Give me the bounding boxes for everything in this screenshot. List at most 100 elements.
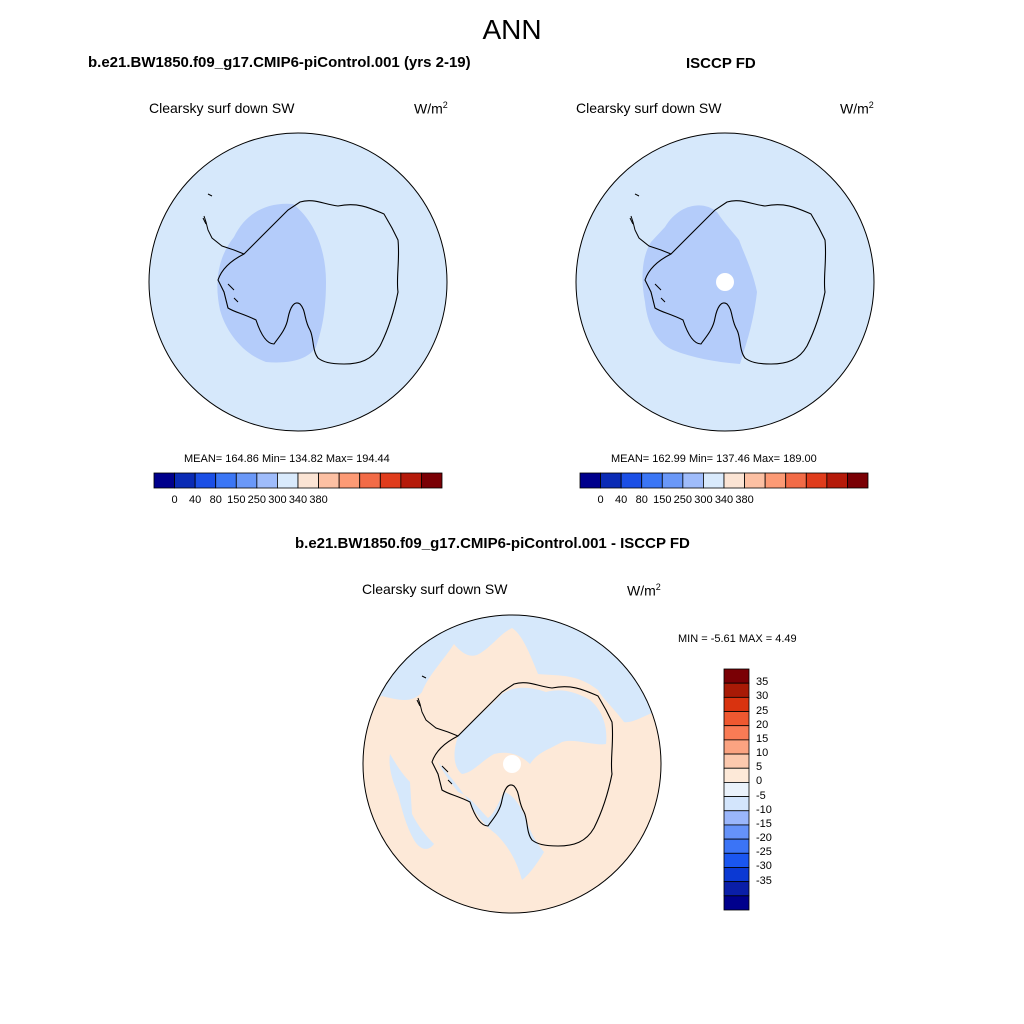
panel-3-island-marks: [416, 675, 453, 785]
panel-1-units: W/m2: [414, 100, 448, 117]
panel-3-colorbar-box: [723, 767, 750, 783]
panel-2-variable-label: Clearsky surf down SW: [576, 100, 722, 116]
panel-3-colorbar-box: [723, 852, 750, 868]
panel-2-colorbar-box: [600, 472, 622, 489]
panel-1-peninsula-coastline: [203, 215, 245, 255]
panel-1-colorbar-tick-label: 340: [288, 494, 308, 506]
panel-1-colorbar-tick-label: 380: [309, 494, 328, 506]
panel-3-colorbar-tick-label: -25: [756, 846, 772, 859]
panel-2-missing-pole: [716, 273, 734, 291]
panel-2-colorbar-box: [661, 472, 684, 489]
panel-3-colorbar-box: [723, 753, 750, 769]
panel-3-colorbar-box: [723, 796, 750, 812]
panel-3-variable-label: Clearsky surf down SW: [362, 581, 508, 597]
panel-3-units: W/m2: [627, 582, 661, 599]
panel-3-colorbar-tick-label: 25: [756, 704, 769, 717]
panel-3-colorbar-box: [723, 696, 750, 712]
panel-2-colorbar-tick-label: 0: [597, 494, 604, 506]
panel-3-antarctica-coastline: [431, 682, 614, 847]
panel-1-colorbar-box: [318, 472, 340, 489]
panel-1-colorbar-tick-label: 250: [247, 494, 267, 506]
panel-1-colorbar-box: [297, 472, 319, 489]
panel-3-colorbar-tick-label: 35: [756, 676, 769, 689]
panel-2-colorbar-box: [826, 472, 848, 489]
panel-1-colorbar-tick-label: 300: [268, 494, 287, 506]
panel-3-colorbar-tick-label: -35: [756, 874, 772, 887]
panel-3-colorbar-box: [723, 810, 750, 826]
panel-3-colorbar-tick-label: 5: [756, 761, 763, 774]
panel-1-colorbar-box: [256, 472, 278, 489]
panel-1-colorbar-box: [277, 472, 299, 489]
panel-1-colorbar-tick-label: 80: [209, 494, 222, 506]
panel-2-colorbar-box: [744, 472, 766, 489]
panel-3-colorbar-tick-label: 15: [756, 732, 769, 745]
panel-3-colorbar-tick-label: -5: [756, 789, 766, 802]
panel-1-colorbar-tick-label: 150: [227, 494, 246, 506]
panel-3-colorbar-box: [723, 824, 750, 840]
panel-3-title: b.e21.BW1850.f09_g17.CMIP6-piControl.001…: [295, 535, 690, 552]
panel-3-colorbar-tick-label: 0: [756, 775, 763, 788]
panel-2-colorbar-tick-label: 80: [635, 494, 648, 506]
panel-2-colorbar-box: [641, 472, 663, 489]
panel-2-colorbar-tick-label: 300: [694, 494, 713, 506]
panel-1-variable-label: Clearsky surf down SW: [149, 100, 295, 116]
panel-3-negative-field-interior: [454, 687, 607, 774]
panel-3-map-border: [362, 614, 662, 914]
panel-2-title: ISCCP FD: [686, 55, 756, 72]
panel-3-colorbar-box: [723, 711, 750, 727]
panel-3-colorbar-box: [723, 682, 750, 698]
panel-1-west-antarctic-field: [217, 203, 326, 363]
panel-3-colorbar-tick-label: -15: [756, 817, 772, 830]
panel-2-antarctica-coastline: [644, 200, 827, 365]
panel-2-colorbar-tick-label: 340: [714, 494, 734, 506]
panel-3-negative-field-north: [363, 615, 661, 723]
panel-2-colorbar-box: [682, 472, 704, 489]
panel-2-colorbar-box: [723, 472, 745, 489]
panel-3-colorbar-tick-label: 20: [756, 718, 769, 731]
panel-2-colorbar-tick-label: 250: [673, 494, 693, 506]
panel-3-colorbar-tick-label: -20: [756, 832, 772, 845]
panel-1-colorbar-box: [379, 472, 402, 489]
panel-1-colorbar-box: [421, 472, 443, 489]
panel-1-colorbar-box: [400, 472, 422, 489]
panel-1-island-marks: [202, 193, 239, 303]
panel-2-map: [575, 132, 875, 432]
panel-2-units: W/m2: [840, 100, 874, 117]
panel-3-colorbar-box: [723, 725, 750, 741]
panel-3-negative-field-west: [389, 754, 434, 849]
panel-2-stats: MEAN= 162.99 Min= 137.46 Max= 189.00: [611, 453, 817, 465]
panel-3-colorbar-box: [723, 782, 750, 797]
panel-2-island-marks: [629, 193, 666, 303]
panel-1-colorbar-box: [174, 472, 196, 489]
figure-title: ANN: [482, 14, 542, 45]
panel-3-colorbar-box: [723, 838, 750, 854]
panel-2-colorbar-box: [579, 472, 601, 489]
panel-3-colorbar-tick-label: 10: [756, 747, 769, 760]
panel-3-colorbar-box: [723, 867, 750, 883]
panel-1-colorbar-tick-label: 40: [189, 494, 202, 506]
panel-2-colorbar-box: [847, 472, 869, 489]
panel-3-peninsula-coastline: [417, 697, 459, 737]
panel-1-map: [148, 132, 448, 432]
panel-2-colorbar-tick-label: 150: [653, 494, 672, 506]
panel-2-colorbar: [579, 472, 869, 489]
panel-2-colorbar-box: [785, 472, 807, 489]
panel-1-colorbar-box: [194, 472, 217, 489]
panel-1-title: b.e21.BW1850.f09_g17.CMIP6-piControl.001…: [88, 54, 471, 71]
panel-3-colorbar-tick-label: -30: [756, 860, 772, 873]
panel-1-colorbar-box: [359, 472, 381, 489]
panel-1-colorbar-box: [338, 472, 361, 489]
panel-2-west-antarctic-field: [642, 205, 757, 364]
panel-2-colorbar-box: [703, 472, 725, 489]
panel-2-peninsula-coastline: [630, 215, 672, 255]
panel-2-map-border: [575, 132, 875, 432]
panel-1-map-border: [148, 132, 448, 432]
panel-3-colorbar-box: [723, 895, 750, 911]
panel-2-colorbar-box: [805, 472, 828, 489]
panel-1-stats: MEAN= 164.86 Min= 134.82 Max= 194.44: [184, 453, 390, 465]
panel-3-colorbar-box: [723, 668, 750, 684]
panel-1-colorbar-box: [215, 472, 237, 489]
panel-3-colorbar-tick-label: -10: [756, 803, 772, 816]
panel-3-colorbar-box: [723, 739, 750, 755]
panel-2-colorbar-box: [764, 472, 787, 489]
